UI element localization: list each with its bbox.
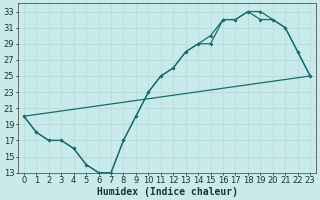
X-axis label: Humidex (Indice chaleur): Humidex (Indice chaleur) (97, 186, 237, 197)
